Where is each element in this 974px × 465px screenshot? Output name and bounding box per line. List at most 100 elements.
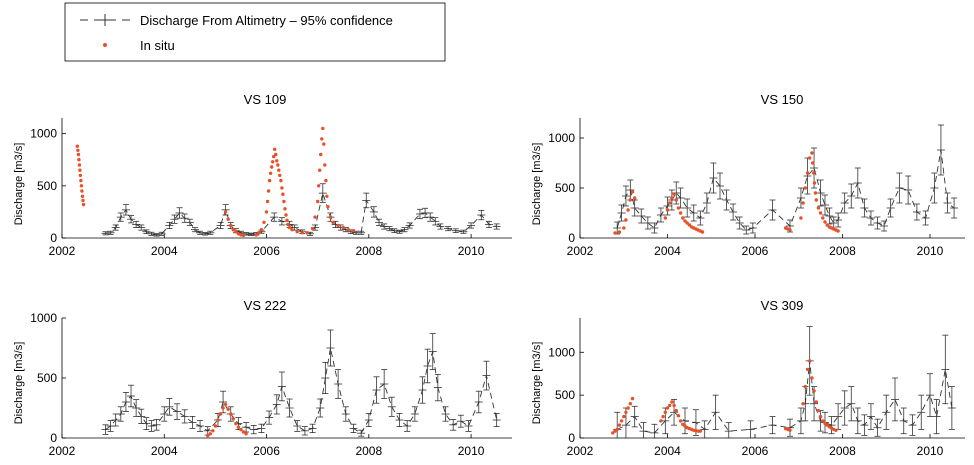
x-tick-label: 2006 bbox=[742, 444, 769, 458]
x-tick-label: 2008 bbox=[355, 444, 382, 458]
insitu-point bbox=[821, 419, 825, 423]
insitu-point bbox=[322, 142, 326, 146]
insitu-point bbox=[318, 168, 322, 172]
insitu-point bbox=[226, 217, 230, 221]
insitu-point bbox=[284, 213, 288, 217]
insitu-point bbox=[275, 159, 279, 163]
insitu-point bbox=[277, 168, 281, 172]
insitu-point bbox=[77, 158, 81, 162]
insitu-point bbox=[821, 216, 825, 220]
insitu-point bbox=[788, 428, 792, 432]
insitu-point bbox=[814, 198, 818, 202]
insitu-point bbox=[331, 220, 335, 224]
insitu-point bbox=[234, 421, 238, 426]
insitu-point bbox=[803, 186, 807, 190]
x-tick-label: 2010 bbox=[458, 444, 485, 458]
insitu-point bbox=[229, 223, 233, 228]
x-tick-label: 2008 bbox=[355, 244, 382, 258]
panel-vs-109: VS 109 Discharge [m3/s] 0 500 1000 2002 2004… bbox=[13, 92, 512, 258]
insitu-point bbox=[285, 218, 289, 222]
tick-labels: 0 500 1000 2002 2004 2006 2008 2010 bbox=[548, 345, 943, 458]
y-tick-label: 1000 bbox=[548, 345, 575, 359]
legend-label-altimetry: Discharge From Altimetry – 95% confidenc… bbox=[140, 13, 393, 28]
insitu-point bbox=[81, 198, 85, 203]
insitu-point bbox=[241, 233, 246, 238]
x-tick-label: 2010 bbox=[917, 444, 944, 458]
insitu-point bbox=[628, 198, 632, 202]
insitu-point bbox=[317, 184, 321, 188]
x-tick-label: 2004 bbox=[151, 444, 178, 458]
insitu-point bbox=[323, 163, 327, 167]
insitu-point bbox=[633, 196, 637, 200]
y-tick-label: 1000 bbox=[548, 131, 575, 145]
insitu-point bbox=[665, 406, 670, 410]
insitu-point bbox=[813, 191, 818, 195]
insitu-point bbox=[80, 189, 84, 193]
insitu-point bbox=[805, 367, 810, 372]
x-tick-label: 2004 bbox=[151, 244, 178, 258]
legend-box bbox=[64, 2, 446, 62]
insitu-point bbox=[674, 408, 678, 413]
insitu-point bbox=[264, 210, 269, 214]
insitu-point bbox=[276, 163, 280, 167]
insitu-point bbox=[665, 208, 670, 212]
panel-title: VS 309 bbox=[761, 298, 804, 313]
insitu-point bbox=[239, 427, 243, 432]
insitu-point bbox=[814, 400, 818, 404]
insitu-point bbox=[324, 178, 328, 183]
insitu-point bbox=[801, 201, 805, 205]
insitu-point bbox=[79, 178, 83, 183]
insitu-point bbox=[698, 429, 702, 433]
x-tick-label: 2006 bbox=[742, 244, 769, 258]
panel-title: VS 150 bbox=[761, 92, 804, 107]
x-tick-label: 2002 bbox=[49, 244, 76, 258]
legend-entry-altimetry: Discharge From Altimetry – 95% confidenc… bbox=[80, 13, 393, 28]
insitu-point bbox=[801, 402, 805, 406]
insitu-point bbox=[305, 231, 310, 235]
tick-labels: 0 500 1000 2002 2004 2006 2008 2010 bbox=[30, 311, 484, 458]
y-axis-label: Discharge [m3/s] bbox=[531, 342, 543, 425]
y-tick-label: 1000 bbox=[30, 311, 57, 325]
insitu-point bbox=[630, 396, 635, 401]
altimetry-series bbox=[613, 124, 959, 235]
insitu-point bbox=[805, 171, 810, 175]
y-tick-label: 0 bbox=[50, 431, 57, 445]
insitu-point bbox=[683, 219, 687, 223]
insitu-point bbox=[812, 389, 816, 393]
insitu-point bbox=[615, 427, 619, 432]
x-tick-label: 2008 bbox=[829, 244, 856, 258]
x-tick-label: 2006 bbox=[253, 244, 280, 258]
y-tick-label: 1000 bbox=[30, 127, 57, 141]
insitu-series bbox=[206, 402, 248, 438]
insitu-point bbox=[278, 173, 282, 178]
insitu-series bbox=[75, 126, 356, 238]
insitu-point bbox=[267, 178, 272, 183]
insitu-point bbox=[223, 402, 228, 407]
x-tick-label: 2002 bbox=[567, 244, 594, 258]
insitu-point bbox=[244, 432, 248, 436]
altimetry-series bbox=[101, 183, 501, 237]
insitu-point bbox=[788, 228, 792, 232]
insitu-point bbox=[231, 417, 235, 421]
insitu-point bbox=[678, 419, 683, 423]
insitu-point bbox=[283, 207, 287, 211]
insitu-point bbox=[622, 414, 626, 419]
panel-vs-309: VS 309 Discharge [m3/s] 0 500 1000 2002 2004… bbox=[531, 298, 965, 458]
insitu-point bbox=[241, 430, 246, 434]
insitu-point bbox=[234, 230, 238, 234]
insitu-point bbox=[336, 223, 340, 228]
insitu-point bbox=[300, 231, 304, 235]
insitu-point bbox=[81, 202, 86, 207]
insitu-series bbox=[613, 151, 840, 235]
insitu-point bbox=[78, 173, 83, 178]
insitu-point bbox=[76, 148, 80, 152]
insitu-point bbox=[80, 194, 85, 198]
insitu-point bbox=[812, 181, 817, 185]
insitu-point bbox=[816, 408, 821, 413]
axes bbox=[579, 118, 965, 239]
insitu-point bbox=[259, 228, 264, 232]
legend: Discharge From Altimetry – 95% confidenc… bbox=[64, 2, 446, 62]
insitu-point bbox=[274, 152, 278, 157]
insitu-point bbox=[346, 228, 351, 232]
